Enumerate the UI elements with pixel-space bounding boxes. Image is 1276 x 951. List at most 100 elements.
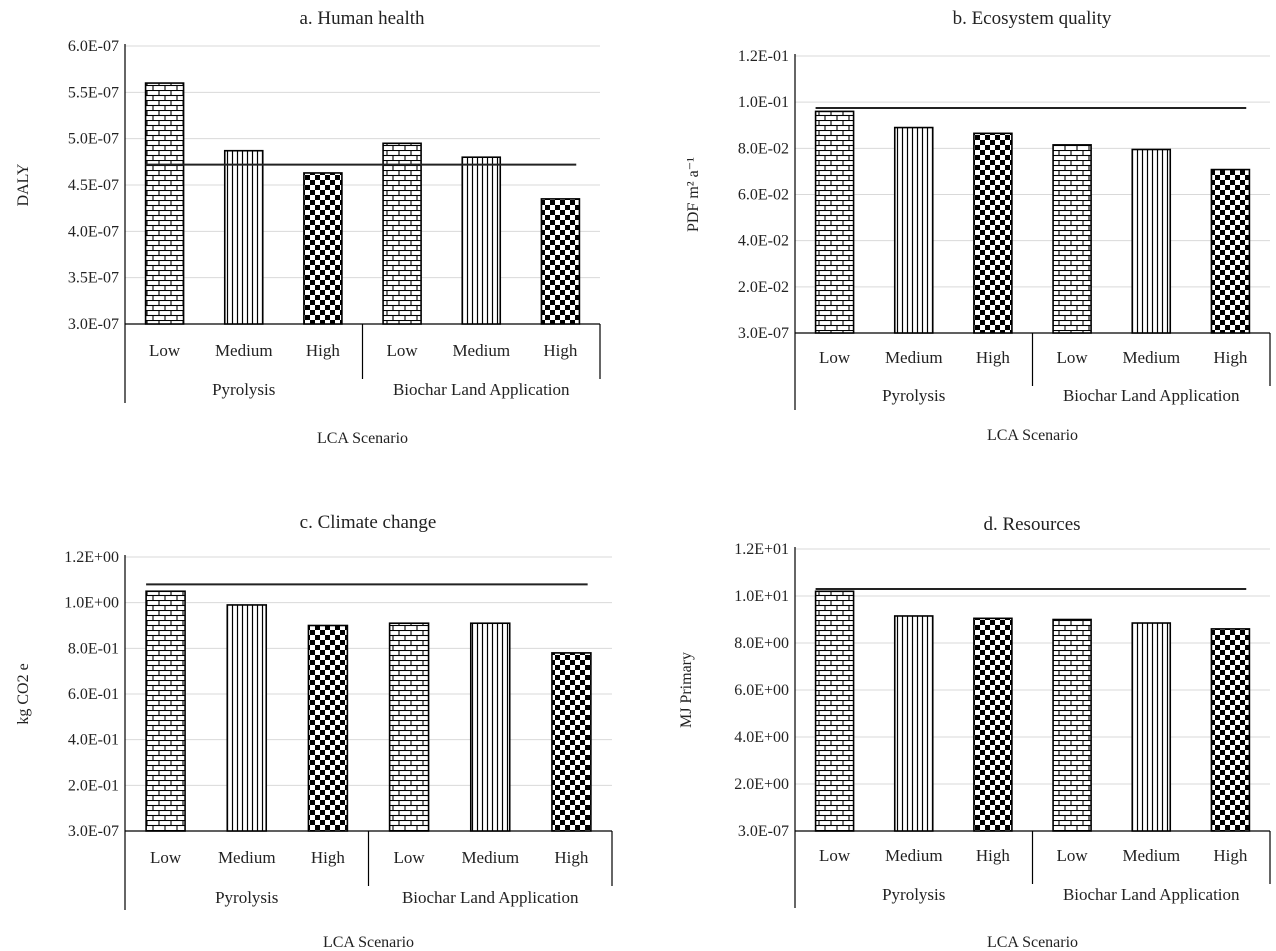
y-axis-title: PDF m² a⁻¹ <box>685 157 702 232</box>
chart-panel-resources: 3.0E-07 2.0E+00 4.0E+00 6.0E+00 8.0E+00 1.0E+… <box>678 514 1271 951</box>
y-tick-label: 4.5E-07 <box>68 177 119 194</box>
x-tick-label: High <box>976 846 1011 865</box>
chart-title: b. Ecosystem quality <box>953 8 1112 29</box>
y-axis-title: kg CO2 e <box>15 663 32 724</box>
x-tick-label: Medium <box>461 848 519 867</box>
bar-low-pyrolysis <box>145 590 186 832</box>
x-tick-label: Medium <box>215 341 273 360</box>
bar-medium-biochar <box>461 156 502 325</box>
x-tick-label: Medium <box>218 848 276 867</box>
y-tick-label: 1.2E+01 <box>734 541 789 558</box>
x-tick-label: Low <box>150 848 182 867</box>
y-tick-label: 5.5E-07 <box>68 84 119 101</box>
x-tick-label: High <box>554 848 589 867</box>
y-axis-title: DALY <box>15 163 32 206</box>
y-tick-label: 4.0E-01 <box>68 732 119 749</box>
y-tick-label: 3.5E-07 <box>68 270 119 287</box>
x-tick-label: Medium <box>885 348 943 367</box>
y-tick-label: 8.0E-01 <box>68 640 119 657</box>
bar-medium-biochar <box>469 622 511 832</box>
x-tick-label: High <box>311 848 346 867</box>
y-tick-label: 3.0E-07 <box>68 823 119 840</box>
x-axis-title: LCA Scenario <box>317 430 408 447</box>
y-tick-label: 4.0E-07 <box>68 223 119 240</box>
bar-low-pyrolysis <box>814 110 855 334</box>
y-tick-label: 1.2E-01 <box>738 48 789 65</box>
group-label: Biochar Land Application <box>1063 885 1240 904</box>
x-tick-label: Medium <box>885 846 943 865</box>
group-label: Biochar Land Application <box>1063 386 1240 405</box>
bar-low-biochar <box>1052 144 1092 334</box>
bar-medium-pyrolysis <box>893 615 934 832</box>
chart-title: a. Human health <box>299 8 425 29</box>
y-tick-label: 3.0E-07 <box>738 325 789 342</box>
chart-panel-ecosystem-quality: 3.0E-07 2.0E-02 4.0E-02 6.0E-02 8.0E-02 1.0E-… <box>685 8 1271 444</box>
y-tick-label: 2.0E-01 <box>68 777 119 794</box>
bar-low-pyrolysis <box>814 590 855 832</box>
bar-low-biochar <box>1052 618 1092 832</box>
group-label: Biochar Land Application <box>402 888 579 907</box>
x-tick-label: Low <box>149 341 181 360</box>
y-tick-label: 4.0E+00 <box>734 729 789 746</box>
x-tick-label: Low <box>819 348 851 367</box>
x-tick-label: Medium <box>452 341 510 360</box>
bar-medium-pyrolysis <box>223 149 264 325</box>
group-label: Pyrolysis <box>215 888 278 907</box>
bar-medium-biochar <box>1131 622 1172 832</box>
y-tick-label: 1.0E+01 <box>734 588 789 605</box>
y-tick-label: 4.0E-02 <box>738 233 789 250</box>
y-tick-label: 1.2E+00 <box>64 549 119 566</box>
y-tick-label: 6.0E-01 <box>68 686 119 703</box>
bar-high-biochar <box>1210 628 1251 832</box>
bar-high-pyrolysis <box>973 132 1013 334</box>
group-label: Pyrolysis <box>882 386 945 405</box>
x-tick-label: Low <box>1056 348 1088 367</box>
y-tick-label: 1.0E+00 <box>64 595 119 612</box>
x-tick-label: High <box>976 348 1011 367</box>
bar-high-pyrolysis <box>307 624 349 832</box>
x-axis-title: LCA Scenario <box>987 427 1078 444</box>
y-tick-label: 5.0E-07 <box>68 131 119 148</box>
chart-title: c. Climate change <box>300 512 437 533</box>
y-tick-label: 6.0E+00 <box>734 682 789 699</box>
x-tick-label: High <box>306 341 341 360</box>
y-tick-label: 2.0E+00 <box>734 776 789 793</box>
x-tick-label: High <box>1213 348 1248 367</box>
bar-medium-pyrolysis <box>893 126 934 334</box>
x-tick-label: Low <box>1056 846 1088 865</box>
x-tick-label: Medium <box>1122 846 1180 865</box>
y-tick-label: 1.0E-01 <box>738 94 789 111</box>
bar-low-biochar <box>382 142 422 325</box>
y-tick-label: 3.0E-07 <box>68 316 119 333</box>
x-tick-label: High <box>1213 846 1248 865</box>
y-tick-label: 6.0E-02 <box>738 187 789 204</box>
y-tick-label: 3.0E-07 <box>738 823 789 840</box>
bar-low-biochar <box>388 622 430 832</box>
group-label: Pyrolysis <box>882 885 945 904</box>
y-tick-label: 6.0E-07 <box>68 38 119 55</box>
y-axis-title: MJ Primary <box>678 652 695 728</box>
x-tick-label: Low <box>819 846 851 865</box>
bar-high-biochar <box>1210 168 1251 334</box>
y-tick-label: 2.0E-02 <box>738 279 789 296</box>
chart-title: d. Resources <box>983 514 1080 535</box>
bar-low-pyrolysis <box>144 82 185 325</box>
chart-panel-climate-change: 3.0E-07 2.0E-01 4.0E-01 6.0E-01 8.0E-01 1.0E+… <box>15 512 613 951</box>
x-tick-label: Low <box>386 341 418 360</box>
y-tick-label: 8.0E+00 <box>734 635 789 652</box>
x-axis-title: LCA Scenario <box>323 934 414 951</box>
group-label: Pyrolysis <box>212 380 275 399</box>
y-tick-label: 8.0E-02 <box>738 140 789 157</box>
bar-high-pyrolysis <box>973 617 1013 832</box>
bar-medium-pyrolysis <box>226 604 268 832</box>
bar-medium-biochar <box>1131 148 1172 334</box>
chart-panel-human-health: 3.0E-07 3.5E-07 4.0E-07 4.5E-07 5.0E-07 5.5E-… <box>15 8 601 447</box>
bar-high-biochar <box>551 652 592 832</box>
x-tick-label: High <box>543 341 578 360</box>
x-axis-title: LCA Scenario <box>987 934 1078 951</box>
group-label: Biochar Land Application <box>393 380 570 399</box>
bar-high-pyrolysis <box>303 172 343 325</box>
bar-high-biochar <box>540 198 581 325</box>
x-tick-label: Medium <box>1122 348 1180 367</box>
